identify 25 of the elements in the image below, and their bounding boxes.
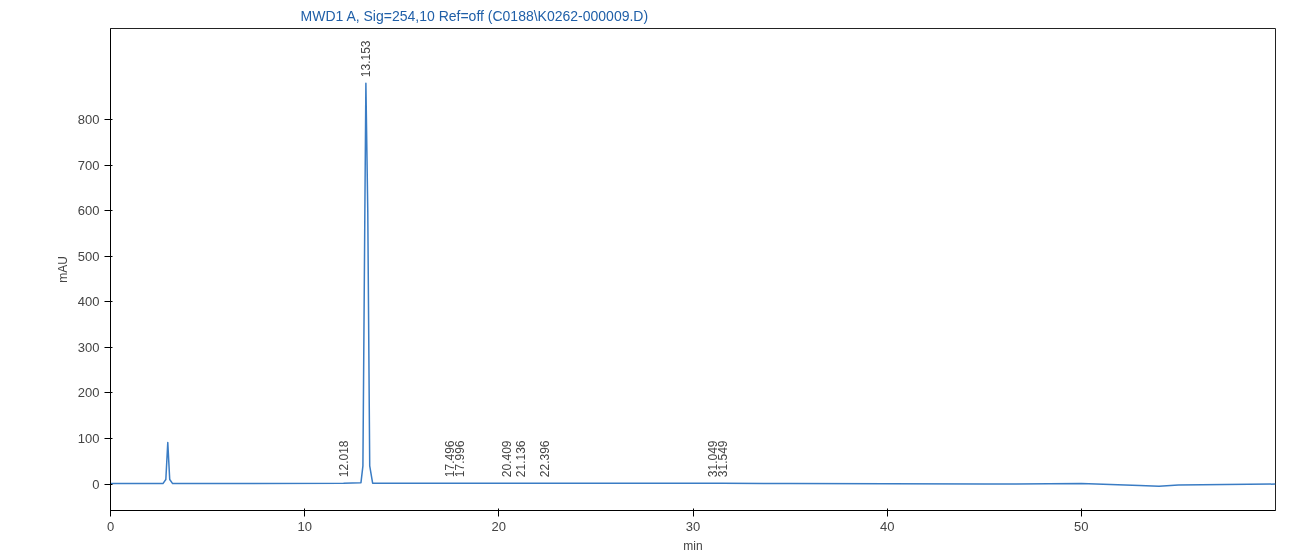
annotation: 12.018: [336, 440, 351, 478]
y-tick-label: 500: [77, 248, 100, 264]
x-axis-title: min: [683, 538, 703, 553]
chart-title: MWD1 A, Sig=254,10 Ref=off (C0188\K0262-000009.D): [300, 7, 649, 24]
y-tick-label: 0: [92, 476, 100, 492]
annotation: 20.409: [499, 440, 514, 478]
x-tick-label: 40: [879, 518, 895, 534]
x-tick-label: 0: [106, 518, 115, 534]
x-tick-label: 50: [1074, 518, 1089, 534]
y-tick-label: 100: [77, 431, 100, 447]
y-tick-label: 400: [77, 294, 100, 310]
y-tick-label: 300: [77, 339, 100, 355]
x-tick-label: 10: [297, 518, 312, 534]
y-tick-label: 800: [77, 112, 100, 128]
y-tick-label: 700: [77, 157, 100, 173]
y-tick-label: 200: [77, 385, 100, 401]
x-tick-label: 30: [685, 518, 701, 534]
annotation: 31.549: [716, 440, 731, 478]
annotation: 21.136: [513, 440, 528, 478]
line-series: [110, 82, 1276, 488]
annotation: 22.396: [538, 440, 553, 478]
annotation: 13.153: [358, 40, 373, 78]
y-axis-title: mAU: [55, 256, 70, 283]
y-tick-label: 600: [77, 203, 100, 219]
x-tick-label: 20: [491, 518, 507, 534]
